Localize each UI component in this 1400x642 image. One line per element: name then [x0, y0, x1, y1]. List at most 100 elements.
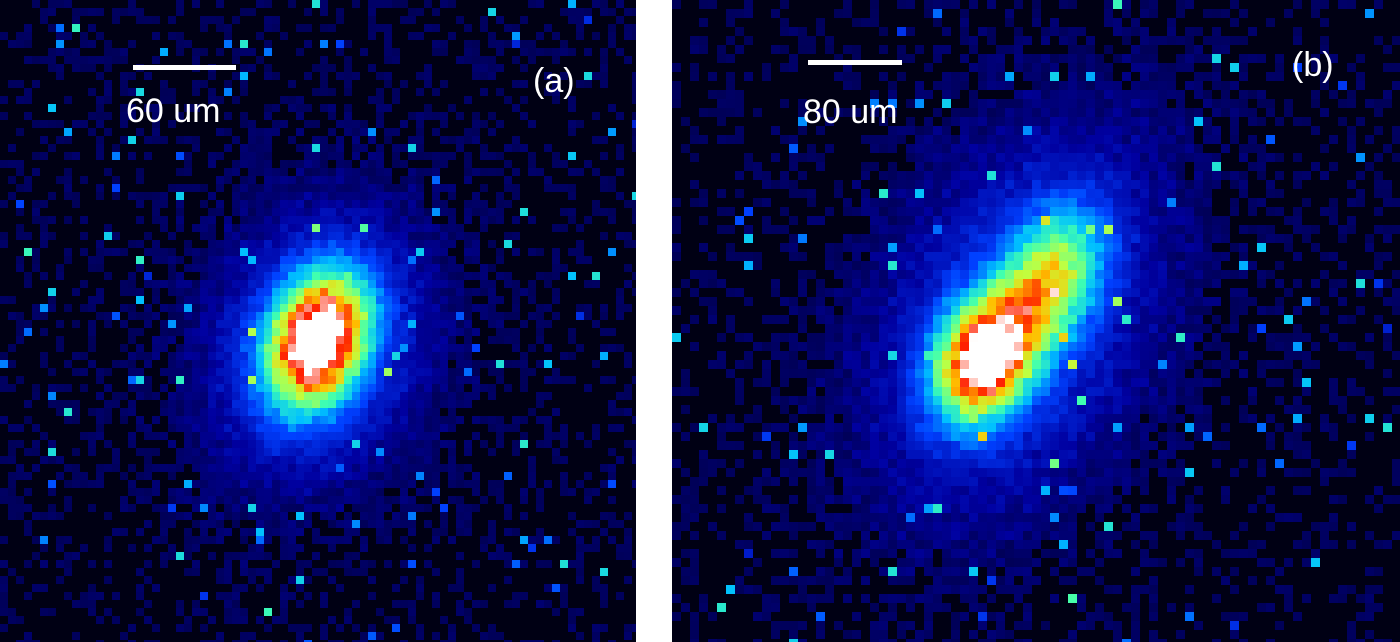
pixel [336, 448, 344, 456]
pixel [312, 256, 320, 264]
pixel [424, 280, 432, 288]
pixel [352, 624, 360, 632]
pixel [64, 408, 72, 416]
pixel [1059, 135, 1068, 144]
pixel [248, 352, 256, 360]
pixel [264, 184, 272, 192]
pixel [368, 576, 376, 584]
pixel [951, 171, 960, 180]
pixel [464, 216, 472, 224]
pixel [632, 32, 636, 40]
scale-bar-a [133, 65, 236, 70]
pixel [632, 440, 636, 448]
pixel [1167, 144, 1176, 153]
pixel [1149, 297, 1158, 306]
pixel [312, 488, 320, 496]
pixel [1356, 288, 1365, 297]
pixel [960, 279, 969, 288]
pixel [80, 304, 88, 312]
pixel [852, 243, 861, 252]
pixel [224, 464, 232, 472]
pixel [360, 416, 368, 424]
pixel [1293, 0, 1302, 9]
pixel [232, 448, 240, 456]
pixel [344, 352, 352, 360]
pixel [232, 552, 240, 560]
pixel [344, 344, 352, 352]
pixel [288, 552, 296, 560]
pixel [408, 608, 416, 616]
pixel [360, 440, 368, 448]
pixel [1050, 153, 1059, 162]
pixel [248, 376, 256, 384]
pixel [1140, 135, 1149, 144]
pixel [376, 272, 384, 280]
pixel [480, 16, 488, 24]
pixel [789, 216, 798, 225]
pixel [699, 0, 708, 9]
pixel [136, 488, 144, 496]
pixel [861, 261, 870, 270]
pixel [360, 360, 368, 368]
pixel [852, 108, 861, 117]
pixel [1302, 297, 1311, 306]
pixel [376, 496, 384, 504]
pixel [400, 224, 408, 232]
pixel [400, 368, 408, 376]
pixel [1050, 288, 1059, 297]
pixel [1212, 63, 1221, 72]
pixel [512, 144, 520, 152]
pixel [224, 264, 232, 272]
pixel [320, 600, 328, 608]
pixel [888, 198, 897, 207]
pixel [960, 126, 969, 135]
pixel [288, 576, 296, 584]
pixel [136, 192, 144, 200]
pixel [448, 472, 456, 480]
pixel [536, 272, 544, 280]
pixel [1257, 324, 1266, 333]
pixel [978, 162, 987, 171]
pixel [232, 296, 240, 304]
pixel [280, 320, 288, 328]
pixel [408, 224, 416, 232]
pixel [200, 200, 208, 208]
pixel [352, 176, 360, 184]
pixel [1203, 171, 1212, 180]
pixel [807, 144, 816, 153]
pixel [392, 336, 400, 344]
pixel [915, 315, 924, 324]
pixel [176, 488, 184, 496]
pixel [632, 200, 636, 208]
pixel [40, 232, 48, 240]
pixel [1113, 27, 1122, 36]
pixel [584, 488, 592, 496]
pixel [924, 270, 933, 279]
pixel [1095, 90, 1104, 99]
pixel [520, 352, 528, 360]
pixel [392, 56, 400, 64]
pixel [496, 632, 504, 640]
pixel [852, 45, 861, 54]
pixel [568, 528, 576, 536]
pixel [906, 234, 915, 243]
pixel [870, 288, 879, 297]
pixel [440, 136, 448, 144]
pixel [520, 592, 528, 600]
pixel [1158, 270, 1167, 279]
pixel [699, 279, 708, 288]
pixel [488, 320, 496, 328]
pixel [1329, 90, 1338, 99]
pixel [416, 216, 424, 224]
pixel [232, 592, 240, 600]
pixel [807, 333, 816, 342]
pixel [861, 324, 870, 333]
pixel [1077, 297, 1086, 306]
pixel [128, 280, 136, 288]
pixel [504, 336, 512, 344]
pixel [906, 27, 915, 36]
pixel [200, 344, 208, 352]
pixel [1005, 297, 1014, 306]
pixel [915, 45, 924, 54]
pixel [416, 312, 424, 320]
